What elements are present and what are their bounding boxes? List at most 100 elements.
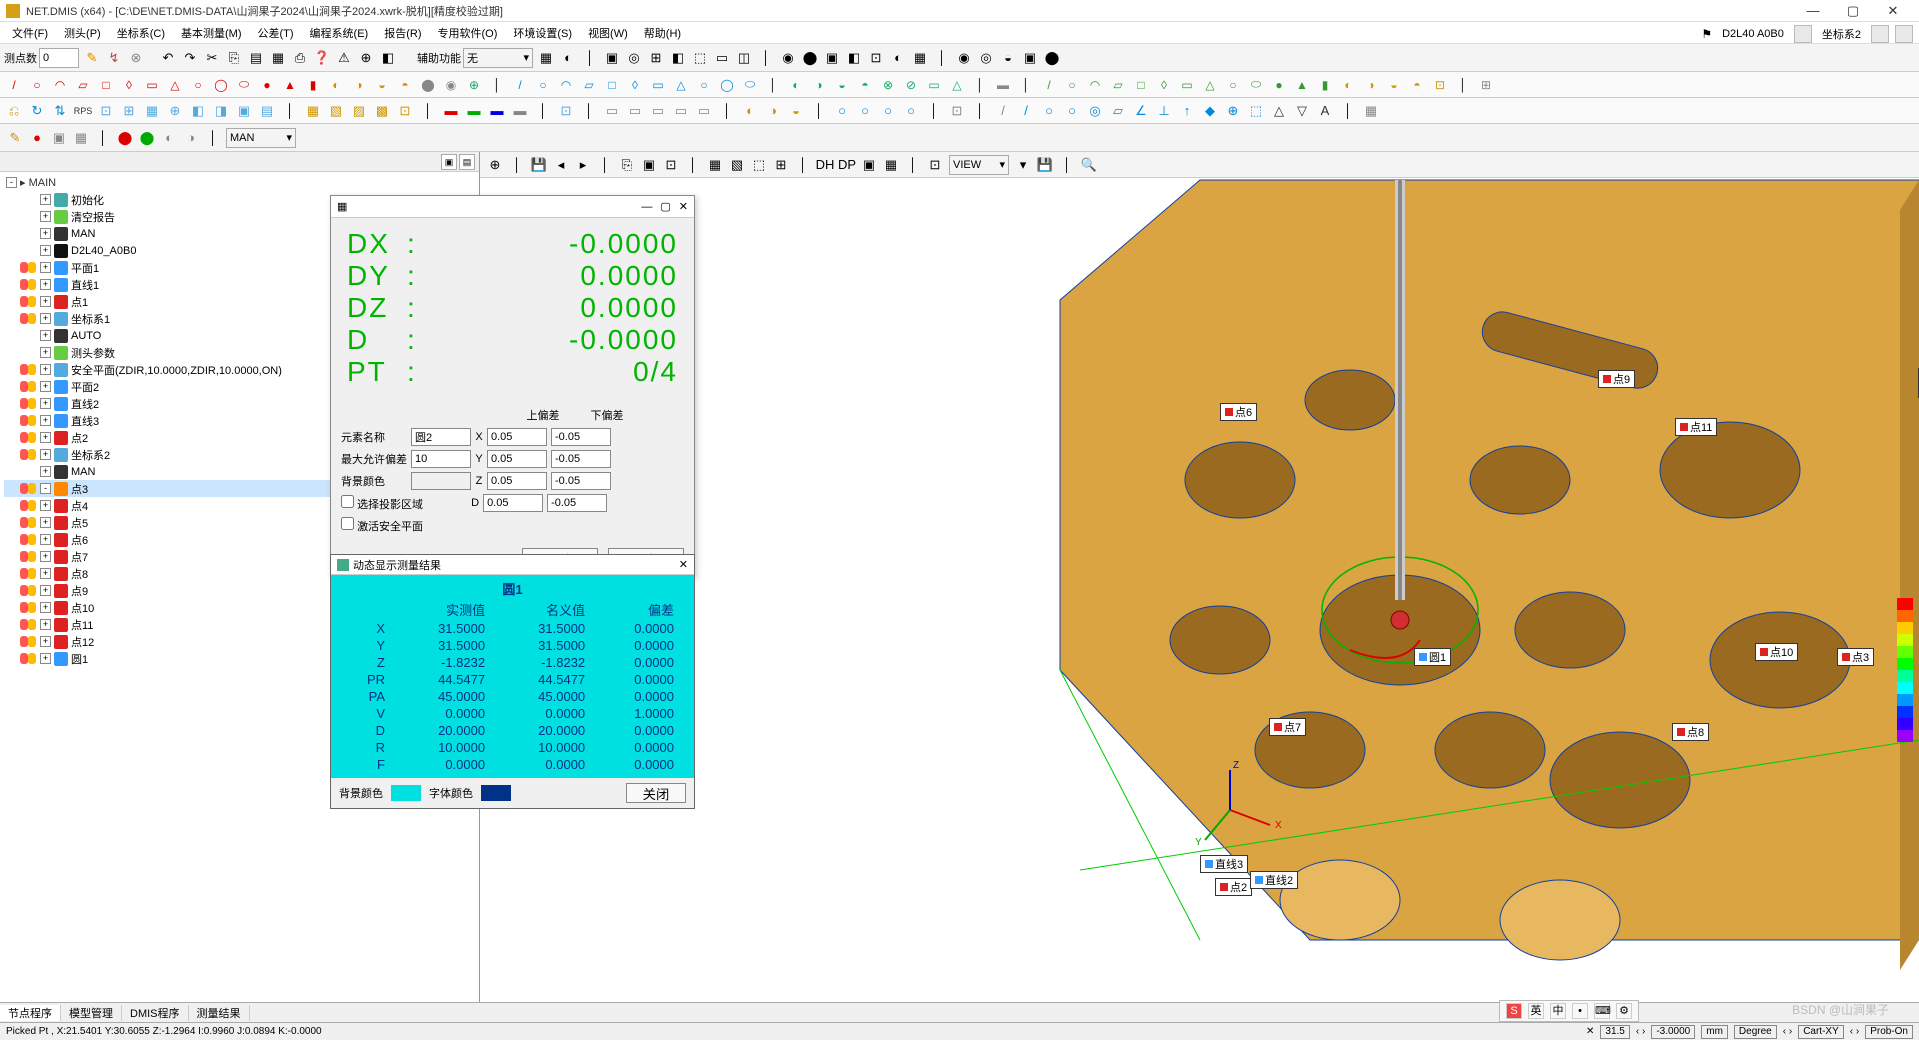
dro-max-button[interactable]: ▢ <box>660 200 670 213</box>
shape-button[interactable]: ◊ <box>625 75 645 95</box>
point-annotation[interactable]: 点8 <box>1672 723 1709 741</box>
toolbar-button[interactable]: ▦ <box>267 47 289 69</box>
toolbar-button[interactable]: ○ <box>878 101 898 121</box>
toolbar-button[interactable]: ▬ <box>441 101 461 121</box>
shape-button[interactable]: ▭ <box>924 75 944 95</box>
shape-button[interactable]: │ <box>763 75 783 95</box>
result-close-button[interactable]: 关闭 <box>626 783 686 803</box>
shape-button[interactable]: ▱ <box>1108 75 1128 95</box>
view-combo[interactable]: VIEW▾ <box>949 155 1009 175</box>
toolbar-button[interactable]: ▣ <box>858 154 880 176</box>
toolbar-button[interactable]: │ <box>202 126 224 148</box>
shape-button[interactable]: ◐ <box>1338 75 1358 95</box>
elem-name-input[interactable] <box>411 428 471 446</box>
ime-opt1[interactable]: • <box>1572 1003 1588 1019</box>
toolbar-button[interactable]: DH <box>814 153 836 175</box>
shape-button[interactable]: △ <box>671 75 691 95</box>
d-upper[interactable] <box>483 494 543 512</box>
toolbar-button[interactable]: ◧ <box>377 47 399 69</box>
toolbar-button[interactable]: ▦ <box>704 154 726 176</box>
toolbar-button[interactable]: ▩ <box>372 101 392 121</box>
toolbar-button[interactable]: │ <box>92 126 114 148</box>
toolbar-button[interactable]: │ <box>755 46 777 68</box>
shape-button[interactable]: ◠ <box>1085 75 1105 95</box>
shape-button[interactable]: ⬭ <box>234 75 254 95</box>
toolbar-button[interactable]: ◑ <box>180 126 202 148</box>
shape-button[interactable]: ⊘ <box>901 75 921 95</box>
bottom-tab[interactable]: 节点程序 <box>0 1005 61 1021</box>
proj-area-check[interactable]: 选择投影区域 <box>341 495 423 512</box>
shape-button[interactable]: ◒ <box>832 75 852 95</box>
shape-button[interactable]: ◑ <box>349 75 369 95</box>
toolbar-button[interactable]: ▱ <box>1108 101 1128 121</box>
toolbar-button[interactable]: ● <box>26 126 48 148</box>
shape-button[interactable]: ⊡ <box>1430 75 1450 95</box>
toolbar-button[interactable]: ○ <box>832 101 852 121</box>
toolbar-button[interactable]: A <box>1315 101 1335 121</box>
result-bg-swatch[interactable] <box>391 785 421 801</box>
ime-cn[interactable]: 中 <box>1550 1003 1566 1019</box>
z-upper[interactable] <box>487 472 547 490</box>
shape-button[interactable]: ○ <box>694 75 714 95</box>
shape-button[interactable]: ● <box>1269 75 1289 95</box>
minimize-button[interactable]: — <box>1793 1 1833 21</box>
toolbar-button[interactable]: ▤ <box>245 47 267 69</box>
toolbar-button[interactable]: ❓ <box>311 47 333 69</box>
shape-button[interactable]: △ <box>1200 75 1220 95</box>
bottom-tab[interactable]: 测量结果 <box>189 1005 250 1021</box>
ime-opt2[interactable]: ⌨ <box>1594 1003 1610 1019</box>
shape-button[interactable]: ⊗ <box>878 75 898 95</box>
toolbar-button[interactable]: ◒ <box>997 46 1019 68</box>
shape-button[interactable]: ⊞ <box>1476 75 1496 95</box>
bottom-tab[interactable]: 模型管理 <box>61 1005 122 1021</box>
toolbar-button[interactable]: │ <box>931 46 953 68</box>
toolbar-button[interactable]: ⊡ <box>556 101 576 121</box>
toolbar-button[interactable]: ◎ <box>1085 101 1105 121</box>
shape-button[interactable]: ○ <box>188 75 208 95</box>
status-arrows-2[interactable]: ‹ › <box>1783 1026 1792 1037</box>
toolbar-button[interactable]: ▣ <box>821 47 843 69</box>
dro-close-button[interactable]: ✕ <box>679 200 688 213</box>
toolbar-button[interactable]: DP <box>836 153 858 175</box>
toolbar-button[interactable]: 💾 <box>1034 154 1056 176</box>
shape-button[interactable]: ◓ <box>855 75 875 95</box>
shape-button[interactable]: ◯ <box>717 75 737 95</box>
status-cart[interactable]: Cart-XY <box>1798 1025 1844 1039</box>
toolbar-button[interactable]: │ <box>1056 153 1078 175</box>
shape-button[interactable]: │ <box>487 75 507 95</box>
status-unit-deg[interactable]: Degree <box>1734 1025 1777 1039</box>
toolbar-button[interactable]: ⊕ <box>484 154 506 176</box>
shape-button[interactable]: ⊕ <box>464 75 484 95</box>
shape-button[interactable]: □ <box>602 75 622 95</box>
toolbar-button[interactable]: ▭ <box>602 101 622 121</box>
aux-combo[interactable]: 无▾ <box>463 48 533 68</box>
points-input[interactable] <box>39 48 79 68</box>
menu-item[interactable]: 视图(W) <box>580 25 636 41</box>
toolbar-button[interactable]: ⬚ <box>689 47 711 69</box>
toolbar-button[interactable]: ◐ <box>740 101 760 121</box>
toolbar-button[interactable]: │ <box>809 101 829 121</box>
toolbar-button[interactable]: ○ <box>855 101 875 121</box>
toolbar-button[interactable]: ▣ <box>1019 47 1041 69</box>
toolbar-button[interactable]: ⊕ <box>1223 101 1243 121</box>
d-lower[interactable] <box>547 494 607 512</box>
menu-item[interactable]: 文件(F) <box>4 25 56 41</box>
toolbar-button[interactable]: ▦ <box>1361 101 1381 121</box>
shape-button[interactable]: ○ <box>27 75 47 95</box>
toolbar-button[interactable]: ⊞ <box>645 47 667 69</box>
shape-button[interactable]: ⬭ <box>1246 75 1266 95</box>
header-tool-2[interactable] <box>1895 25 1913 43</box>
menu-item[interactable]: 编程系统(E) <box>302 25 377 41</box>
toolbar-button[interactable]: ✎ <box>81 47 103 69</box>
status-arrows-3[interactable]: ‹ › <box>1850 1026 1859 1037</box>
cs-icon[interactable] <box>1794 25 1812 43</box>
toolbar-button[interactable]: ▦ <box>909 47 931 69</box>
menu-item[interactable]: 测头(P) <box>56 25 109 41</box>
shape-button[interactable]: ◑ <box>1361 75 1381 95</box>
point-annotation[interactable]: 点7 <box>1269 718 1306 736</box>
toolbar-button[interactable]: ⬚ <box>748 154 770 176</box>
toolbar-button[interactable]: ▬ <box>487 101 507 121</box>
toolbar-button[interactable]: 💾 <box>528 154 550 176</box>
status-prob[interactable]: Prob-On <box>1865 1025 1913 1039</box>
bg-color-swatch[interactable] <box>411 472 471 490</box>
